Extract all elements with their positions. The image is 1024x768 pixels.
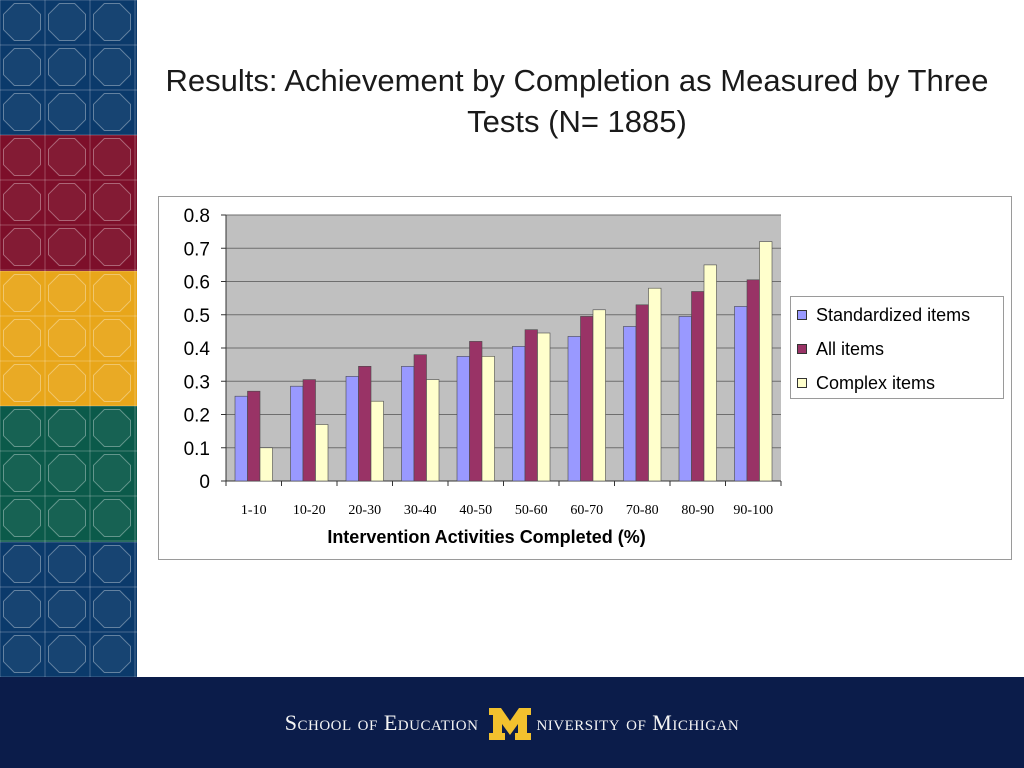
bar-all-items-80-90: [691, 291, 705, 482]
y-tick-label: 0.4: [184, 339, 211, 360]
bar-complex-items-90-100: [759, 241, 773, 482]
y-tick-label: 0.5: [184, 306, 210, 327]
bar-all-items-30-40: [413, 354, 427, 482]
bar-complex-items-40-50: [481, 356, 495, 482]
legend-label-complex: Complex items: [816, 372, 936, 393]
bar-complex-items-60-70: [592, 309, 606, 482]
bar-all-items-40-50: [469, 341, 483, 482]
bar-standardized-items-70-80: [623, 326, 637, 482]
x-tick-label: 50-60: [515, 503, 548, 518]
bar-all-items-70-80: [635, 304, 649, 482]
y-tick-label: 0: [199, 472, 210, 493]
legend-label-all: All items: [816, 338, 885, 359]
bar-standardized-items-20-30: [345, 376, 359, 482]
bar-standardized-items-10-20: [290, 385, 304, 482]
bar-all-items-90-100: [746, 279, 760, 482]
legend-item-all: All items: [797, 338, 884, 360]
bar-complex-items-70-80: [648, 287, 662, 482]
bar-all-items-1-10: [247, 390, 261, 482]
sidebar-decoration: [0, 0, 137, 677]
bar-all-items-20-30: [358, 366, 372, 482]
footer-branding: School of Education niversity of Michiga…: [0, 677, 1024, 768]
y-tick-label: 0.1: [184, 439, 210, 460]
sidebar-band-maroon: [0, 135, 137, 271]
sidebar-band-green: [0, 406, 137, 542]
bar-standardized-items-90-100: [734, 306, 748, 482]
bar-complex-items-1-10: [259, 447, 273, 482]
y-tick-label: 0.7: [184, 239, 210, 260]
bar-standardized-items-50-60: [512, 346, 526, 482]
x-tick-label: 1-10: [241, 503, 267, 518]
bar-chart: 0 0.1 0.2 0.3 0.4 0.5 0.6 0.7 0.8 1-10 10-20 20-30 3…: [184, 206, 782, 547]
bar-all-items-60-70: [580, 316, 594, 482]
legend-item-standardized: Standardized items: [797, 304, 970, 326]
x-tick-label: 40-50: [459, 503, 492, 518]
bar-complex-items-10-20: [315, 424, 329, 482]
footer-bar: School of Education niversity of Michiga…: [0, 677, 1024, 768]
x-tick-label: 10-20: [293, 503, 326, 518]
y-tick-label: 0.6: [184, 273, 210, 294]
legend-swatch-complex: [797, 378, 807, 388]
y-tick-label: 0.8: [184, 206, 210, 227]
bar-standardized-items-60-70: [567, 336, 581, 482]
bar-complex-items-50-60: [537, 332, 551, 482]
bar-standardized-items-40-50: [456, 356, 470, 482]
bar-all-items-50-60: [524, 329, 538, 482]
bar-complex-items-30-40: [426, 379, 440, 482]
legend-label-standardized: Standardized items: [816, 304, 971, 325]
x-tick-label: 80-90: [681, 503, 714, 518]
michigan-block-m-logo: [488, 707, 532, 741]
sidebar-band-blue-bottom: [0, 541, 137, 677]
bar-complex-items-80-90: [703, 264, 717, 482]
legend-swatch-all: [797, 344, 807, 354]
legend-swatch-standardized: [797, 310, 807, 320]
x-tick-label: 70-80: [626, 503, 659, 518]
bar-complex-items-20-30: [370, 400, 384, 482]
footer-university-name: niversity of Michigan: [536, 709, 740, 735]
footer-school-name: School of Education: [284, 709, 479, 735]
slide-title: Results: Achievement by Completion as Me…: [165, 63, 989, 139]
bar-standardized-items-1-10: [234, 395, 248, 482]
legend-item-complex: Complex items: [797, 372, 935, 394]
chart-legend: Standardized items All items Complex ite…: [790, 296, 1004, 399]
bar-standardized-items-80-90: [678, 316, 692, 482]
x-tick-label: 90-100: [733, 503, 773, 518]
y-tick-label: 0.3: [184, 372, 210, 393]
x-tick-label: 20-30: [348, 503, 381, 518]
bar-all-items-10-20: [302, 379, 316, 482]
sidebar-band-gold: [0, 270, 137, 407]
x-axis-title: Intervention Activities Completed (%): [327, 527, 645, 547]
sidebar-band-blue-top: [0, 0, 137, 136]
x-tick-label: 60-70: [570, 503, 603, 518]
y-tick-label: 0.2: [184, 406, 210, 427]
x-tick-label: 30-40: [404, 503, 437, 518]
bar-standardized-items-30-40: [401, 366, 415, 482]
